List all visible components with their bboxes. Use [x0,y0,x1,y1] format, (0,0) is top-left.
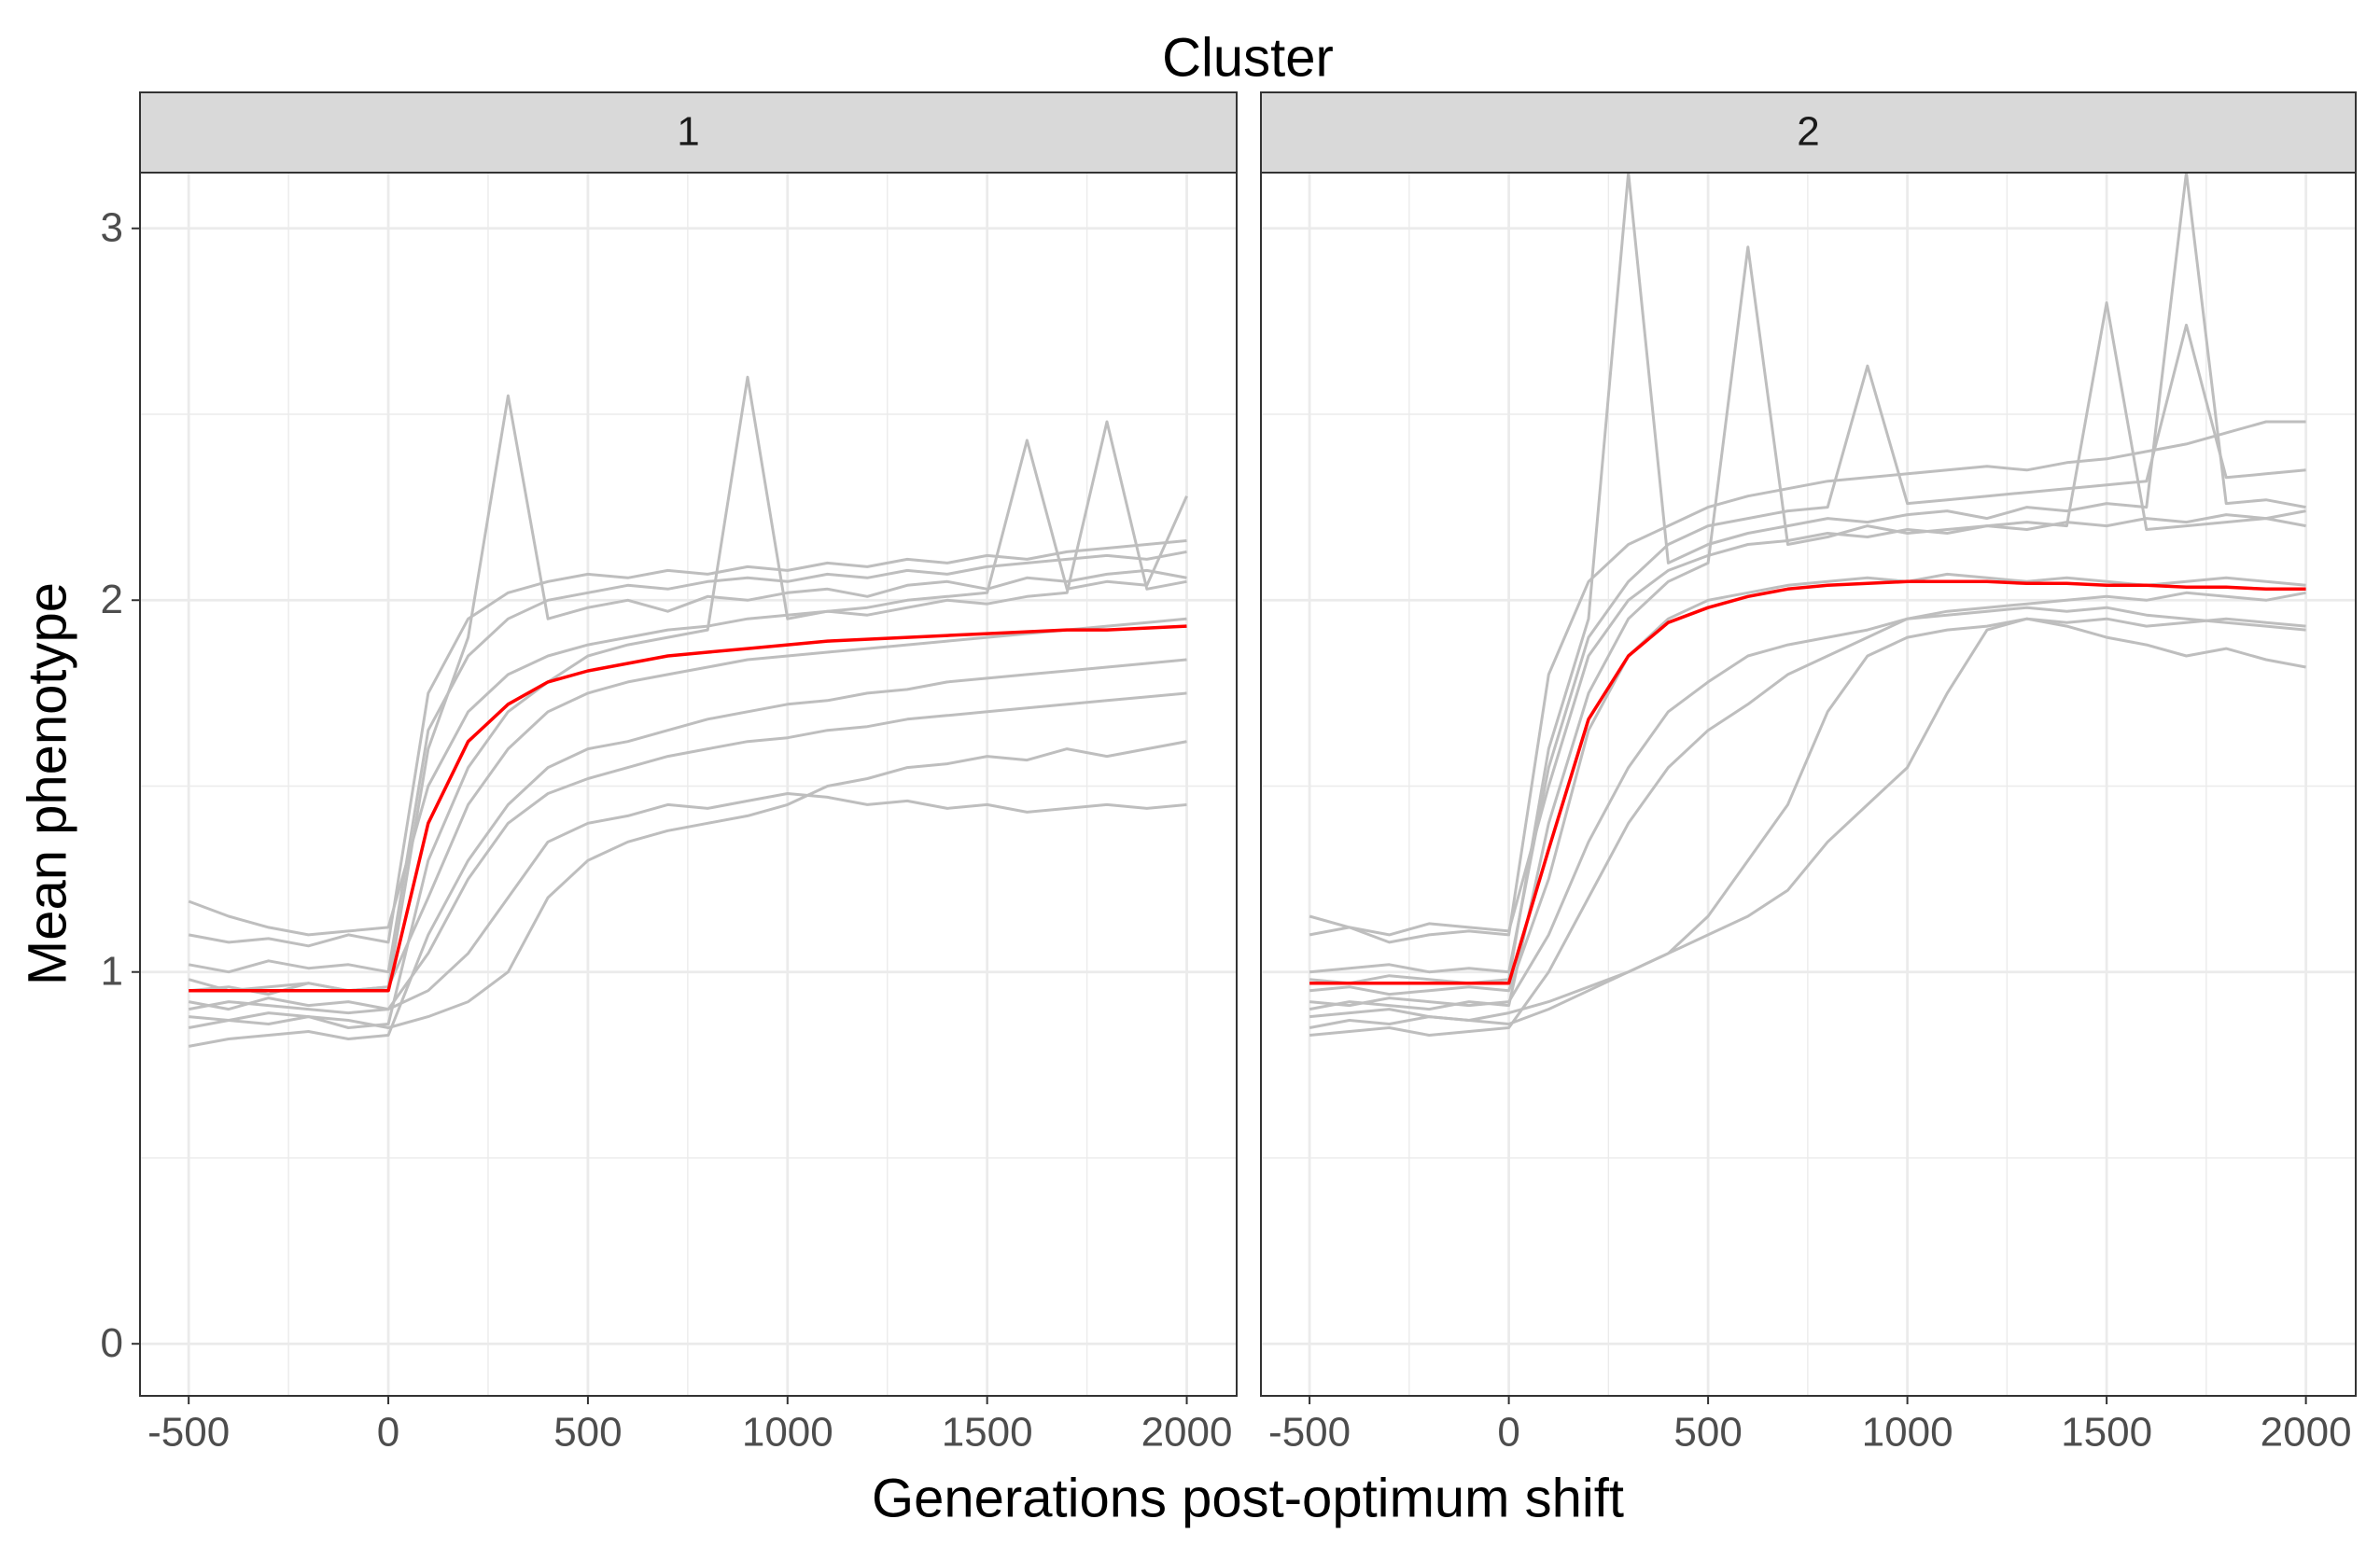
facet-strip [139,91,1238,174]
y-tick-label: 3 [101,204,123,250]
series-line [188,539,1187,948]
panel: 1 -500 0 500 1000 1500 2000 0 1 2 3 [101,91,1238,1456]
x-tick-label: 500 [1673,1410,1742,1456]
series-line [1309,420,2306,944]
series-line [1309,323,2306,974]
series-line [188,550,1187,974]
series-line [1309,509,2306,937]
series-line [189,624,1187,993]
facet-strip [1260,91,2357,174]
y-tick-label: 0 [101,1320,123,1366]
x-tick-label: 1000 [1862,1410,1953,1456]
y-axis-title: Mean phenotype [17,582,77,985]
x-tick-label: 2000 [1141,1410,1233,1456]
x-tick-label: -500 [147,1410,230,1456]
series-line [188,792,1187,1015]
x-axis-title: Generations post-optimum shift [872,1468,1624,1528]
y-tick-label: 1 [101,948,123,994]
panel: 2 -500 0 500 1000 1500 2000 [1260,91,2357,1456]
facet-strip-label: 1 [677,109,699,155]
x-tick-label: 500 [553,1410,622,1456]
x-tick-label: -500 [1268,1410,1351,1456]
series-line [189,740,1187,1029]
series-line [188,439,1188,937]
x-tick-label: 0 [1497,1410,1519,1456]
series-line [188,691,1187,1011]
facet-strip-label: 2 [1797,109,1819,155]
series-line [1309,591,2306,1037]
series-line [1309,617,2306,1029]
series-line [1309,617,2306,1022]
x-tick-label: 2000 [2261,1410,2352,1456]
x-tick-label: 0 [377,1410,399,1456]
facet-title: Cluster [1162,27,1334,88]
series-line [1309,245,2306,1011]
x-tick-label: 1500 [2061,1410,2152,1456]
series-line [1309,606,2306,1008]
series-line [188,375,1187,1029]
series-line [1309,579,2306,985]
y-tick-label: 2 [101,577,123,622]
x-tick-label: 1500 [942,1410,1033,1456]
x-tick-label: 1000 [742,1410,833,1456]
series-line [188,658,1187,1048]
